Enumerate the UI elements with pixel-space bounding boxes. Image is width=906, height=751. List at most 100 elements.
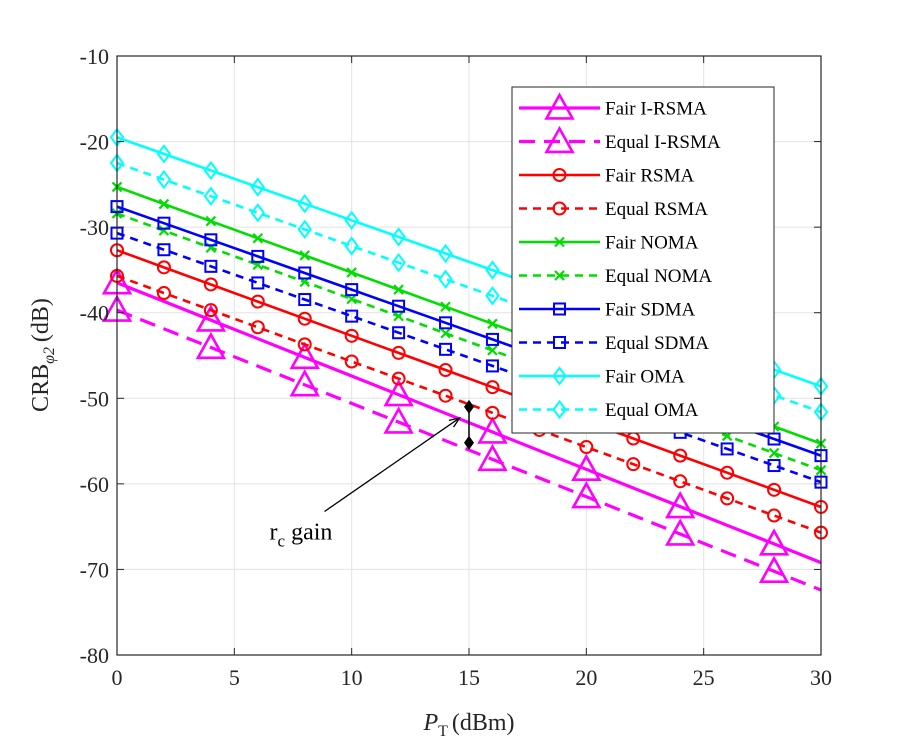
data-point	[438, 363, 453, 378]
legend-label: Fair RSMA	[605, 166, 694, 187]
data-point	[768, 447, 780, 459]
data-point	[156, 260, 171, 275]
data-point	[571, 453, 602, 482]
legend-label: Equal I-RSMA	[605, 132, 721, 153]
legend-marker	[552, 399, 567, 420]
legend-marker-b	[554, 270, 565, 281]
data-point	[485, 405, 500, 420]
data-point	[252, 232, 264, 244]
data-point	[156, 286, 171, 301]
data-point	[344, 210, 359, 230]
data-point	[156, 169, 172, 190]
data-point	[485, 286, 500, 306]
data-point	[297, 311, 312, 326]
series-equal-i-rsma	[101, 294, 822, 592]
data-point-b	[158, 225, 170, 236]
rc-gain-annotation: rc gain	[270, 399, 474, 550]
data-point	[345, 309, 359, 323]
data-point	[251, 276, 265, 290]
legend-marker	[553, 302, 566, 316]
data-point	[289, 369, 320, 397]
data-point	[345, 283, 359, 297]
y-tick-label: -30	[80, 215, 109, 240]
data-point	[251, 249, 265, 263]
data-point	[298, 266, 312, 280]
legend-item: Fair I-RSMA	[519, 92, 707, 120]
y-axis-label: CRBφ2(dB)	[28, 298, 58, 412]
data-point	[383, 379, 414, 407]
legend-item: Fair NOMA	[519, 233, 699, 254]
data-point	[250, 177, 266, 197]
series-line	[116, 231, 822, 484]
data-point	[203, 277, 218, 292]
y-tick-label: -20	[80, 130, 109, 155]
series-line	[116, 248, 822, 509]
data-point	[156, 144, 172, 164]
x-tick-label: 0	[112, 665, 123, 690]
legend-label: Equal OMA	[605, 400, 699, 421]
data-point	[391, 227, 406, 247]
legend-item: Equal OMA	[519, 399, 699, 421]
data-point	[485, 359, 499, 373]
gain-bracket-diamond	[464, 399, 474, 414]
series-line	[116, 308, 822, 592]
data-point	[440, 301, 451, 313]
data-point	[203, 186, 219, 206]
data-point	[158, 198, 170, 210]
data-point	[346, 267, 357, 278]
data-point	[344, 354, 359, 369]
data-point	[487, 318, 498, 330]
legend-marker-b	[554, 236, 565, 248]
x-tick-label: 30	[810, 665, 832, 690]
legend-marker	[544, 92, 575, 120]
data-point	[392, 299, 406, 313]
data-point	[250, 320, 265, 335]
legend-item: Equal SDMA	[519, 333, 709, 354]
data-point	[767, 432, 781, 446]
data-point-b	[346, 267, 357, 278]
data-point-b	[299, 250, 311, 261]
data-point-b	[393, 310, 404, 322]
data-point	[344, 236, 359, 256]
data-point	[664, 518, 696, 546]
data-point	[664, 490, 696, 519]
legend-item: Equal RSMA	[519, 199, 708, 220]
legend-marker	[553, 336, 566, 349]
data-point	[440, 327, 451, 339]
data-point-b	[252, 232, 264, 244]
data-point	[767, 459, 781, 473]
legend-marker	[554, 270, 565, 281]
data-point-b	[158, 198, 170, 210]
y-tick-label: -10	[80, 44, 109, 69]
x-tick-label: 15	[458, 665, 480, 690]
gain-bracket-diamond	[464, 435, 474, 450]
data-point	[393, 284, 404, 295]
data-point	[720, 491, 735, 506]
data-point	[391, 371, 406, 386]
legend-label: Equal NOMA	[605, 266, 712, 287]
data-point	[297, 194, 312, 214]
data-point	[250, 203, 266, 223]
data-point	[298, 293, 312, 307]
legend-marker	[552, 168, 567, 182]
legend-label: Fair SDMA	[605, 300, 696, 321]
legend-marker	[554, 236, 565, 248]
data-point	[204, 259, 218, 273]
data-point-b	[768, 447, 780, 459]
data-point	[383, 406, 414, 434]
data-point	[393, 310, 404, 322]
data-point	[289, 341, 320, 370]
data-point	[579, 440, 594, 455]
data-point	[767, 482, 782, 497]
data-point	[477, 416, 508, 444]
y-tick-label: -60	[80, 472, 109, 497]
x-axis-label: PT (dBm)	[422, 710, 514, 740]
data-point	[250, 294, 265, 309]
data-point	[203, 160, 219, 181]
x-tick-label: 10	[341, 665, 363, 690]
data-point	[299, 250, 311, 261]
y-tick-label: -80	[80, 643, 109, 668]
data-point-b	[487, 345, 498, 356]
data-point	[297, 219, 312, 240]
legend: Fair I-RSMA Equal I-RSMA Fair RSMA Equal RS…	[511, 86, 775, 434]
